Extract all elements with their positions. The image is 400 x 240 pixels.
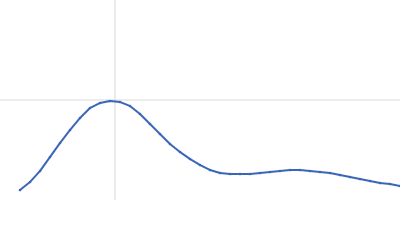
data-point	[328, 171, 332, 175]
data-point	[18, 188, 22, 192]
data-point	[68, 128, 72, 132]
data-point	[258, 171, 262, 175]
data-point	[168, 142, 172, 146]
data-point	[378, 181, 382, 185]
data-point	[38, 169, 42, 173]
data-point	[88, 106, 92, 110]
data-point	[128, 104, 132, 108]
data-point	[268, 170, 272, 174]
data-point	[278, 169, 282, 173]
data-point	[228, 172, 232, 176]
data-point	[188, 157, 192, 161]
data-point	[338, 173, 342, 177]
data-point	[118, 100, 122, 104]
data-point	[58, 141, 62, 145]
data-point	[318, 170, 322, 174]
data-point	[48, 155, 52, 159]
data-point	[138, 112, 142, 116]
data-point	[148, 122, 152, 126]
data-point	[308, 169, 312, 173]
data-point	[218, 171, 222, 175]
data-point	[368, 179, 372, 183]
data-point	[288, 168, 292, 172]
data-point	[108, 99, 112, 103]
data-point	[358, 177, 362, 181]
data-point	[248, 172, 252, 176]
data-point	[78, 116, 82, 120]
data-point	[158, 132, 162, 136]
data-point	[388, 182, 392, 186]
data-point	[28, 180, 32, 184]
data-point	[348, 175, 352, 179]
chart	[0, 0, 400, 200]
page: (() => { const data = JSON.parse(documen…	[0, 0, 400, 200]
data-trace	[19, 100, 400, 191]
data-point	[98, 101, 102, 105]
data-point	[298, 168, 302, 172]
data-point	[238, 172, 242, 176]
data-point	[198, 163, 202, 167]
data-point	[208, 168, 212, 172]
data-point	[178, 150, 182, 154]
